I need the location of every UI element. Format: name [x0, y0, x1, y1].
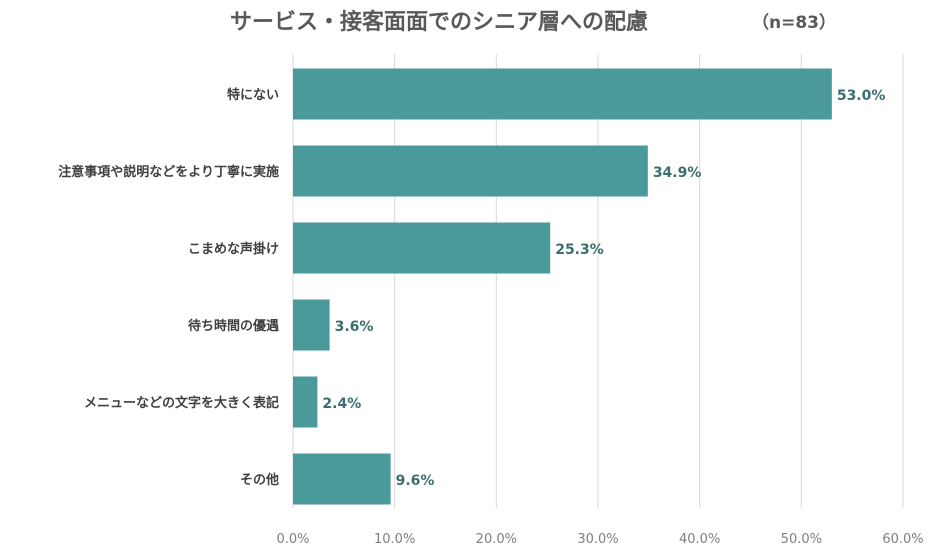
category-label: こまめな声掛け — [188, 241, 279, 257]
value-label: 25.3% — [555, 242, 604, 258]
value-label: 53.0% — [837, 88, 886, 104]
bar — [293, 299, 330, 351]
value-label: 34.9% — [653, 165, 702, 181]
bar — [293, 453, 391, 505]
chart-title: サービス・接客面面でのシニア層への配慮 — [230, 10, 649, 35]
x-tick-label: 10.0% — [374, 532, 415, 544]
x-tick-label: 0.0% — [276, 532, 309, 544]
sample-size-label: （n=83） — [752, 13, 837, 33]
category-label: 注意事項や説明などをより丁寧に実施 — [58, 164, 279, 180]
category-label: その他 — [240, 472, 279, 488]
value-labels: 53.0% 34.9% 25.3% 3.6% 2.4% 9.6% — [322, 88, 885, 489]
category-label: 特にない — [227, 87, 279, 103]
value-label: 2.4% — [322, 396, 361, 412]
bar — [293, 68, 832, 120]
x-tick-label: 50.0% — [781, 532, 822, 544]
bar — [293, 222, 551, 274]
x-tick-label: 40.0% — [679, 532, 720, 544]
x-tick-label: 30.0% — [577, 532, 618, 544]
bar — [293, 376, 318, 428]
x-tick-label: 60.0% — [882, 532, 923, 544]
x-axis-ticks: 0.0% 10.0% 20.0% 30.0% 40.0% 50.0% 60.0% — [276, 532, 923, 544]
value-label: 3.6% — [335, 319, 374, 335]
gridlines — [292, 54, 904, 508]
bars — [293, 68, 832, 505]
x-tick-label: 20.0% — [476, 532, 517, 544]
category-label: 待ち時間の優遇 — [187, 318, 279, 334]
category-label: メニューなどの文字を大きく表記 — [84, 395, 279, 411]
value-label: 9.6% — [396, 473, 435, 489]
category-labels: 特にない注意事項や説明などをより丁寧に実施こまめな声掛け待ち時間の優遇メニューな… — [58, 87, 279, 488]
bar — [293, 145, 648, 197]
